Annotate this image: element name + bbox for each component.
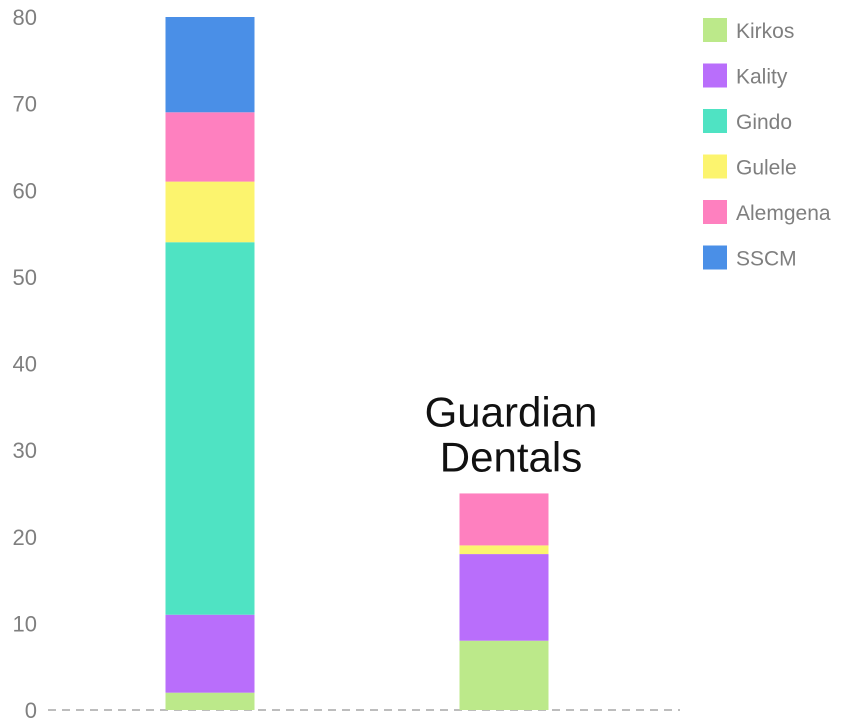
bar-segment-alemgena <box>459 493 549 546</box>
legend-swatch-kality <box>703 63 727 88</box>
legend-label-gindo: Gindo <box>736 111 792 134</box>
y-tick-label: 0 <box>25 698 37 719</box>
legend-swatch-sscm <box>703 245 727 270</box>
bar-segment-alemgena <box>165 112 255 182</box>
bar-segment-gulele <box>165 181 255 243</box>
legend-label-kirkos: Kirkos <box>736 20 794 43</box>
bar-segment-sscm <box>165 17 255 113</box>
legend-label-kality: Kality <box>736 66 788 89</box>
legend-swatch-gulele <box>703 154 727 179</box>
bar-segment-kirkos <box>165 692 255 710</box>
annotation-line: Dentals <box>440 433 582 480</box>
bar-segment-kirkos <box>459 640 549 710</box>
y-tick-label: 70 <box>13 92 37 117</box>
y-tick-label: 50 <box>13 265 37 290</box>
bar-segment-kality <box>459 554 549 641</box>
y-tick-label: 60 <box>13 178 37 203</box>
bar-segment-kality <box>165 614 255 693</box>
bar-annotation-label: Guardian Dentals <box>425 388 598 480</box>
bar-segment-gindo <box>165 242 255 615</box>
legend-swatch-alemgena <box>703 200 727 224</box>
y-tick-label: 40 <box>13 352 37 377</box>
y-tick-label: 20 <box>13 525 37 550</box>
legend: Kirkos Kality Gindo Gulele Alemgena SSCM <box>703 18 831 271</box>
legend-label-gulele: Gulele <box>736 157 797 180</box>
y-tick-label: 10 <box>13 611 37 636</box>
legend-label-alemgena: Alemgena <box>736 202 831 225</box>
y-axis: 0 10 20 30 40 50 60 70 80 <box>13 5 37 723</box>
bars <box>165 17 549 710</box>
legend-swatch-gindo <box>703 109 727 133</box>
annotations: Guardian Dentals <box>425 388 598 480</box>
legend-swatch-kirkos <box>703 18 727 42</box>
y-tick-label: 30 <box>13 438 37 463</box>
annotation-line: Guardian <box>425 388 598 435</box>
bar-segment-gulele <box>459 545 549 555</box>
legend-label-sscm: SSCM <box>736 248 797 271</box>
y-tick-label: 80 <box>13 5 37 30</box>
